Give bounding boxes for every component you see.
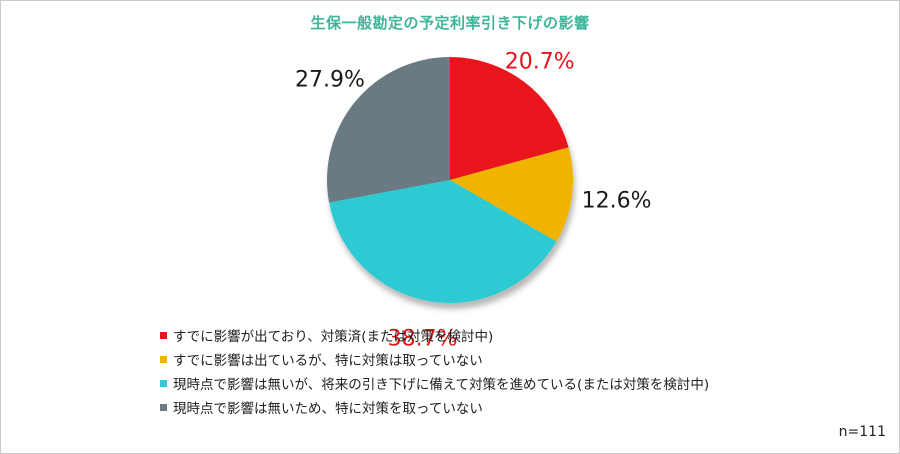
legend-item: 現時点で影響は無いが、将来の引き下げに備えて対策を進めている(または対策を検討中…	[160, 371, 709, 395]
legend-swatch	[160, 331, 167, 339]
slice-value-label: 20.7%	[505, 49, 575, 74]
slice-value-label: 38.7%	[388, 327, 458, 352]
pie-slice	[327, 57, 450, 203]
legend-label: すでに影響が出ており、対策済(または対策を検討中)	[173, 329, 494, 345]
legend-label: 現時点で影響は無いため、特に対策を取っていない	[173, 401, 483, 417]
legend-label: 現時点で影響は無いが、将来の引き下げに備えて対策を進めている(または対策を検討中…	[173, 377, 710, 393]
legend-item: すでに影響は出ているが、特に対策は取っていない	[160, 347, 709, 371]
legend: すでに影響が出ており、対策済(または対策を検討中) すでに影響は出ているが、特に…	[160, 323, 709, 419]
legend-item: すでに影響が出ており、対策済(または対策を検討中)	[160, 323, 709, 347]
legend-swatch	[160, 403, 167, 411]
legend-label: すでに影響は出ているが、特に対策は取っていない	[173, 353, 483, 369]
sample-size-note: n=111	[838, 424, 886, 440]
legend-swatch	[160, 355, 167, 363]
legend-swatch	[160, 379, 167, 387]
slice-value-label: 12.6%	[582, 188, 652, 213]
pie-slice	[450, 57, 569, 180]
pie-slice	[329, 180, 557, 303]
pie-slice	[450, 147, 573, 242]
slice-value-label: 27.9%	[295, 67, 365, 92]
legend-item: 現時点で影響は無いため、特に対策を取っていない	[160, 395, 709, 419]
chart-title: 生保一般勘定の予定利率引き下げの影響	[310, 14, 590, 32]
